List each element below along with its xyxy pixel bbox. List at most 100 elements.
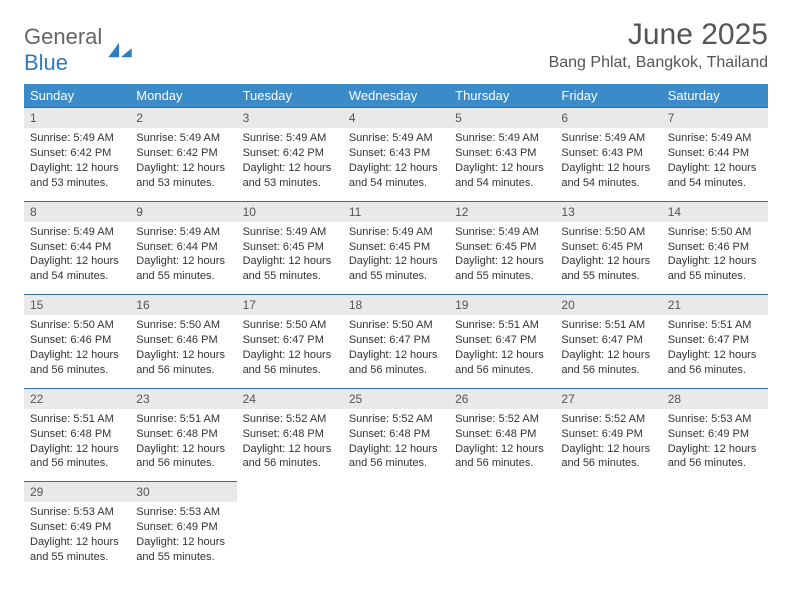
day-sunrise: Sunrise: 5:50 AM [30,318,124,333]
day-daylight: Daylight: 12 hours and 54 minutes. [349,161,443,191]
day-daylight: Daylight: 12 hours and 54 minutes. [30,254,124,284]
day-sunrise: Sunrise: 5:50 AM [561,225,655,240]
day-sunset: Sunset: 6:42 PM [30,146,124,161]
day-number: 26 [449,388,555,409]
day-sunrise: Sunrise: 5:53 AM [30,505,124,520]
day-number: 28 [662,388,768,409]
weekday-header: Wednesday [343,84,449,107]
day-number: 23 [130,388,236,409]
day-sunrise: Sunrise: 5:52 AM [349,412,443,427]
day-sunset: Sunset: 6:49 PM [561,427,655,442]
day-body: Sunrise: 5:49 AMSunset: 6:44 PMDaylight:… [662,128,768,200]
day-body: Sunrise: 5:49 AMSunset: 6:45 PMDaylight:… [237,222,343,294]
calendar-cell: 4Sunrise: 5:49 AMSunset: 6:43 PMDaylight… [343,107,449,201]
weekday-header-row: Sunday Monday Tuesday Wednesday Thursday… [24,84,768,107]
day-number: 12 [449,201,555,222]
day-sunrise: Sunrise: 5:50 AM [668,225,762,240]
day-body: Sunrise: 5:52 AMSunset: 6:48 PMDaylight:… [449,409,555,481]
day-body: Sunrise: 5:49 AMSunset: 6:45 PMDaylight:… [449,222,555,294]
calendar-cell [343,481,449,575]
day-number: 21 [662,294,768,315]
day-sunset: Sunset: 6:43 PM [349,146,443,161]
calendar-cell: 1Sunrise: 5:49 AMSunset: 6:42 PMDaylight… [24,107,130,201]
day-number: 20 [555,294,661,315]
calendar-cell: 16Sunrise: 5:50 AMSunset: 6:46 PMDayligh… [130,294,236,388]
day-sunset: Sunset: 6:47 PM [668,333,762,348]
calendar-cell: 30Sunrise: 5:53 AMSunset: 6:49 PMDayligh… [130,481,236,575]
day-daylight: Daylight: 12 hours and 55 minutes. [243,254,337,284]
calendar-cell: 19Sunrise: 5:51 AMSunset: 6:47 PMDayligh… [449,294,555,388]
day-number: 22 [24,388,130,409]
weekday-header: Monday [130,84,236,107]
day-daylight: Daylight: 12 hours and 56 minutes. [349,442,443,472]
brand-logo: General Blue [24,18,134,76]
calendar-week-row: 1Sunrise: 5:49 AMSunset: 6:42 PMDaylight… [24,107,768,201]
day-sunset: Sunset: 6:44 PM [136,240,230,255]
day-body: Sunrise: 5:52 AMSunset: 6:48 PMDaylight:… [343,409,449,481]
day-sunset: Sunset: 6:48 PM [30,427,124,442]
day-sunrise: Sunrise: 5:52 AM [561,412,655,427]
day-daylight: Daylight: 12 hours and 56 minutes. [30,442,124,472]
day-body: Sunrise: 5:49 AMSunset: 6:45 PMDaylight:… [343,222,449,294]
day-number: 27 [555,388,661,409]
calendar-cell: 3Sunrise: 5:49 AMSunset: 6:42 PMDaylight… [237,107,343,201]
location-text: Bang Phlat, Bangkok, Thailand [549,54,768,72]
day-number: 1 [24,107,130,128]
day-body: Sunrise: 5:53 AMSunset: 6:49 PMDaylight:… [662,409,768,481]
day-sunrise: Sunrise: 5:53 AM [668,412,762,427]
day-sunrise: Sunrise: 5:49 AM [243,225,337,240]
day-body: Sunrise: 5:50 AMSunset: 6:47 PMDaylight:… [237,315,343,387]
month-title: June 2025 [549,18,768,52]
day-sunrise: Sunrise: 5:49 AM [668,131,762,146]
calendar-week-row: 22Sunrise: 5:51 AMSunset: 6:48 PMDayligh… [24,388,768,482]
day-daylight: Daylight: 12 hours and 55 minutes. [136,254,230,284]
weekday-header: Sunday [24,84,130,107]
day-sunset: Sunset: 6:43 PM [455,146,549,161]
day-sunset: Sunset: 6:48 PM [243,427,337,442]
day-sunrise: Sunrise: 5:49 AM [30,225,124,240]
day-daylight: Daylight: 12 hours and 56 minutes. [136,348,230,378]
calendar-table: Sunday Monday Tuesday Wednesday Thursday… [24,84,768,575]
day-sunset: Sunset: 6:47 PM [455,333,549,348]
day-body: Sunrise: 5:52 AMSunset: 6:48 PMDaylight:… [237,409,343,481]
day-sunset: Sunset: 6:48 PM [136,427,230,442]
day-sunset: Sunset: 6:45 PM [349,240,443,255]
calendar-cell: 26Sunrise: 5:52 AMSunset: 6:48 PMDayligh… [449,388,555,482]
day-body: Sunrise: 5:50 AMSunset: 6:46 PMDaylight:… [662,222,768,294]
day-sunrise: Sunrise: 5:49 AM [561,131,655,146]
day-sunset: Sunset: 6:45 PM [561,240,655,255]
day-sunrise: Sunrise: 5:49 AM [455,131,549,146]
day-sunset: Sunset: 6:47 PM [561,333,655,348]
day-number: 29 [24,481,130,502]
calendar-cell: 14Sunrise: 5:50 AMSunset: 6:46 PMDayligh… [662,201,768,295]
day-number: 13 [555,201,661,222]
calendar-cell: 28Sunrise: 5:53 AMSunset: 6:49 PMDayligh… [662,388,768,482]
weekday-header: Tuesday [237,84,343,107]
day-number: 19 [449,294,555,315]
calendar-cell: 10Sunrise: 5:49 AMSunset: 6:45 PMDayligh… [237,201,343,295]
day-body: Sunrise: 5:49 AMSunset: 6:42 PMDaylight:… [24,128,130,200]
calendar-cell: 24Sunrise: 5:52 AMSunset: 6:48 PMDayligh… [237,388,343,482]
day-number: 5 [449,107,555,128]
calendar-cell: 25Sunrise: 5:52 AMSunset: 6:48 PMDayligh… [343,388,449,482]
calendar-week-row: 15Sunrise: 5:50 AMSunset: 6:46 PMDayligh… [24,294,768,388]
day-number: 11 [343,201,449,222]
day-sunset: Sunset: 6:48 PM [349,427,443,442]
calendar-week-row: 8Sunrise: 5:49 AMSunset: 6:44 PMDaylight… [24,201,768,295]
day-sunset: Sunset: 6:47 PM [243,333,337,348]
calendar-cell [237,481,343,575]
day-daylight: Daylight: 12 hours and 56 minutes. [668,442,762,472]
day-daylight: Daylight: 12 hours and 54 minutes. [561,161,655,191]
day-daylight: Daylight: 12 hours and 54 minutes. [455,161,549,191]
day-sunrise: Sunrise: 5:49 AM [455,225,549,240]
header: General Blue June 2025 Bang Phlat, Bangk… [24,18,768,76]
day-body: Sunrise: 5:49 AMSunset: 6:43 PMDaylight:… [343,128,449,200]
calendar-cell: 8Sunrise: 5:49 AMSunset: 6:44 PMDaylight… [24,201,130,295]
day-number: 17 [237,294,343,315]
calendar-week-row: 29Sunrise: 5:53 AMSunset: 6:49 PMDayligh… [24,481,768,575]
calendar-cell: 15Sunrise: 5:50 AMSunset: 6:46 PMDayligh… [24,294,130,388]
day-body: Sunrise: 5:49 AMSunset: 6:42 PMDaylight:… [237,128,343,200]
day-body: Sunrise: 5:49 AMSunset: 6:44 PMDaylight:… [24,222,130,294]
day-body: Sunrise: 5:49 AMSunset: 6:42 PMDaylight:… [130,128,236,200]
day-body: Sunrise: 5:49 AMSunset: 6:43 PMDaylight:… [555,128,661,200]
